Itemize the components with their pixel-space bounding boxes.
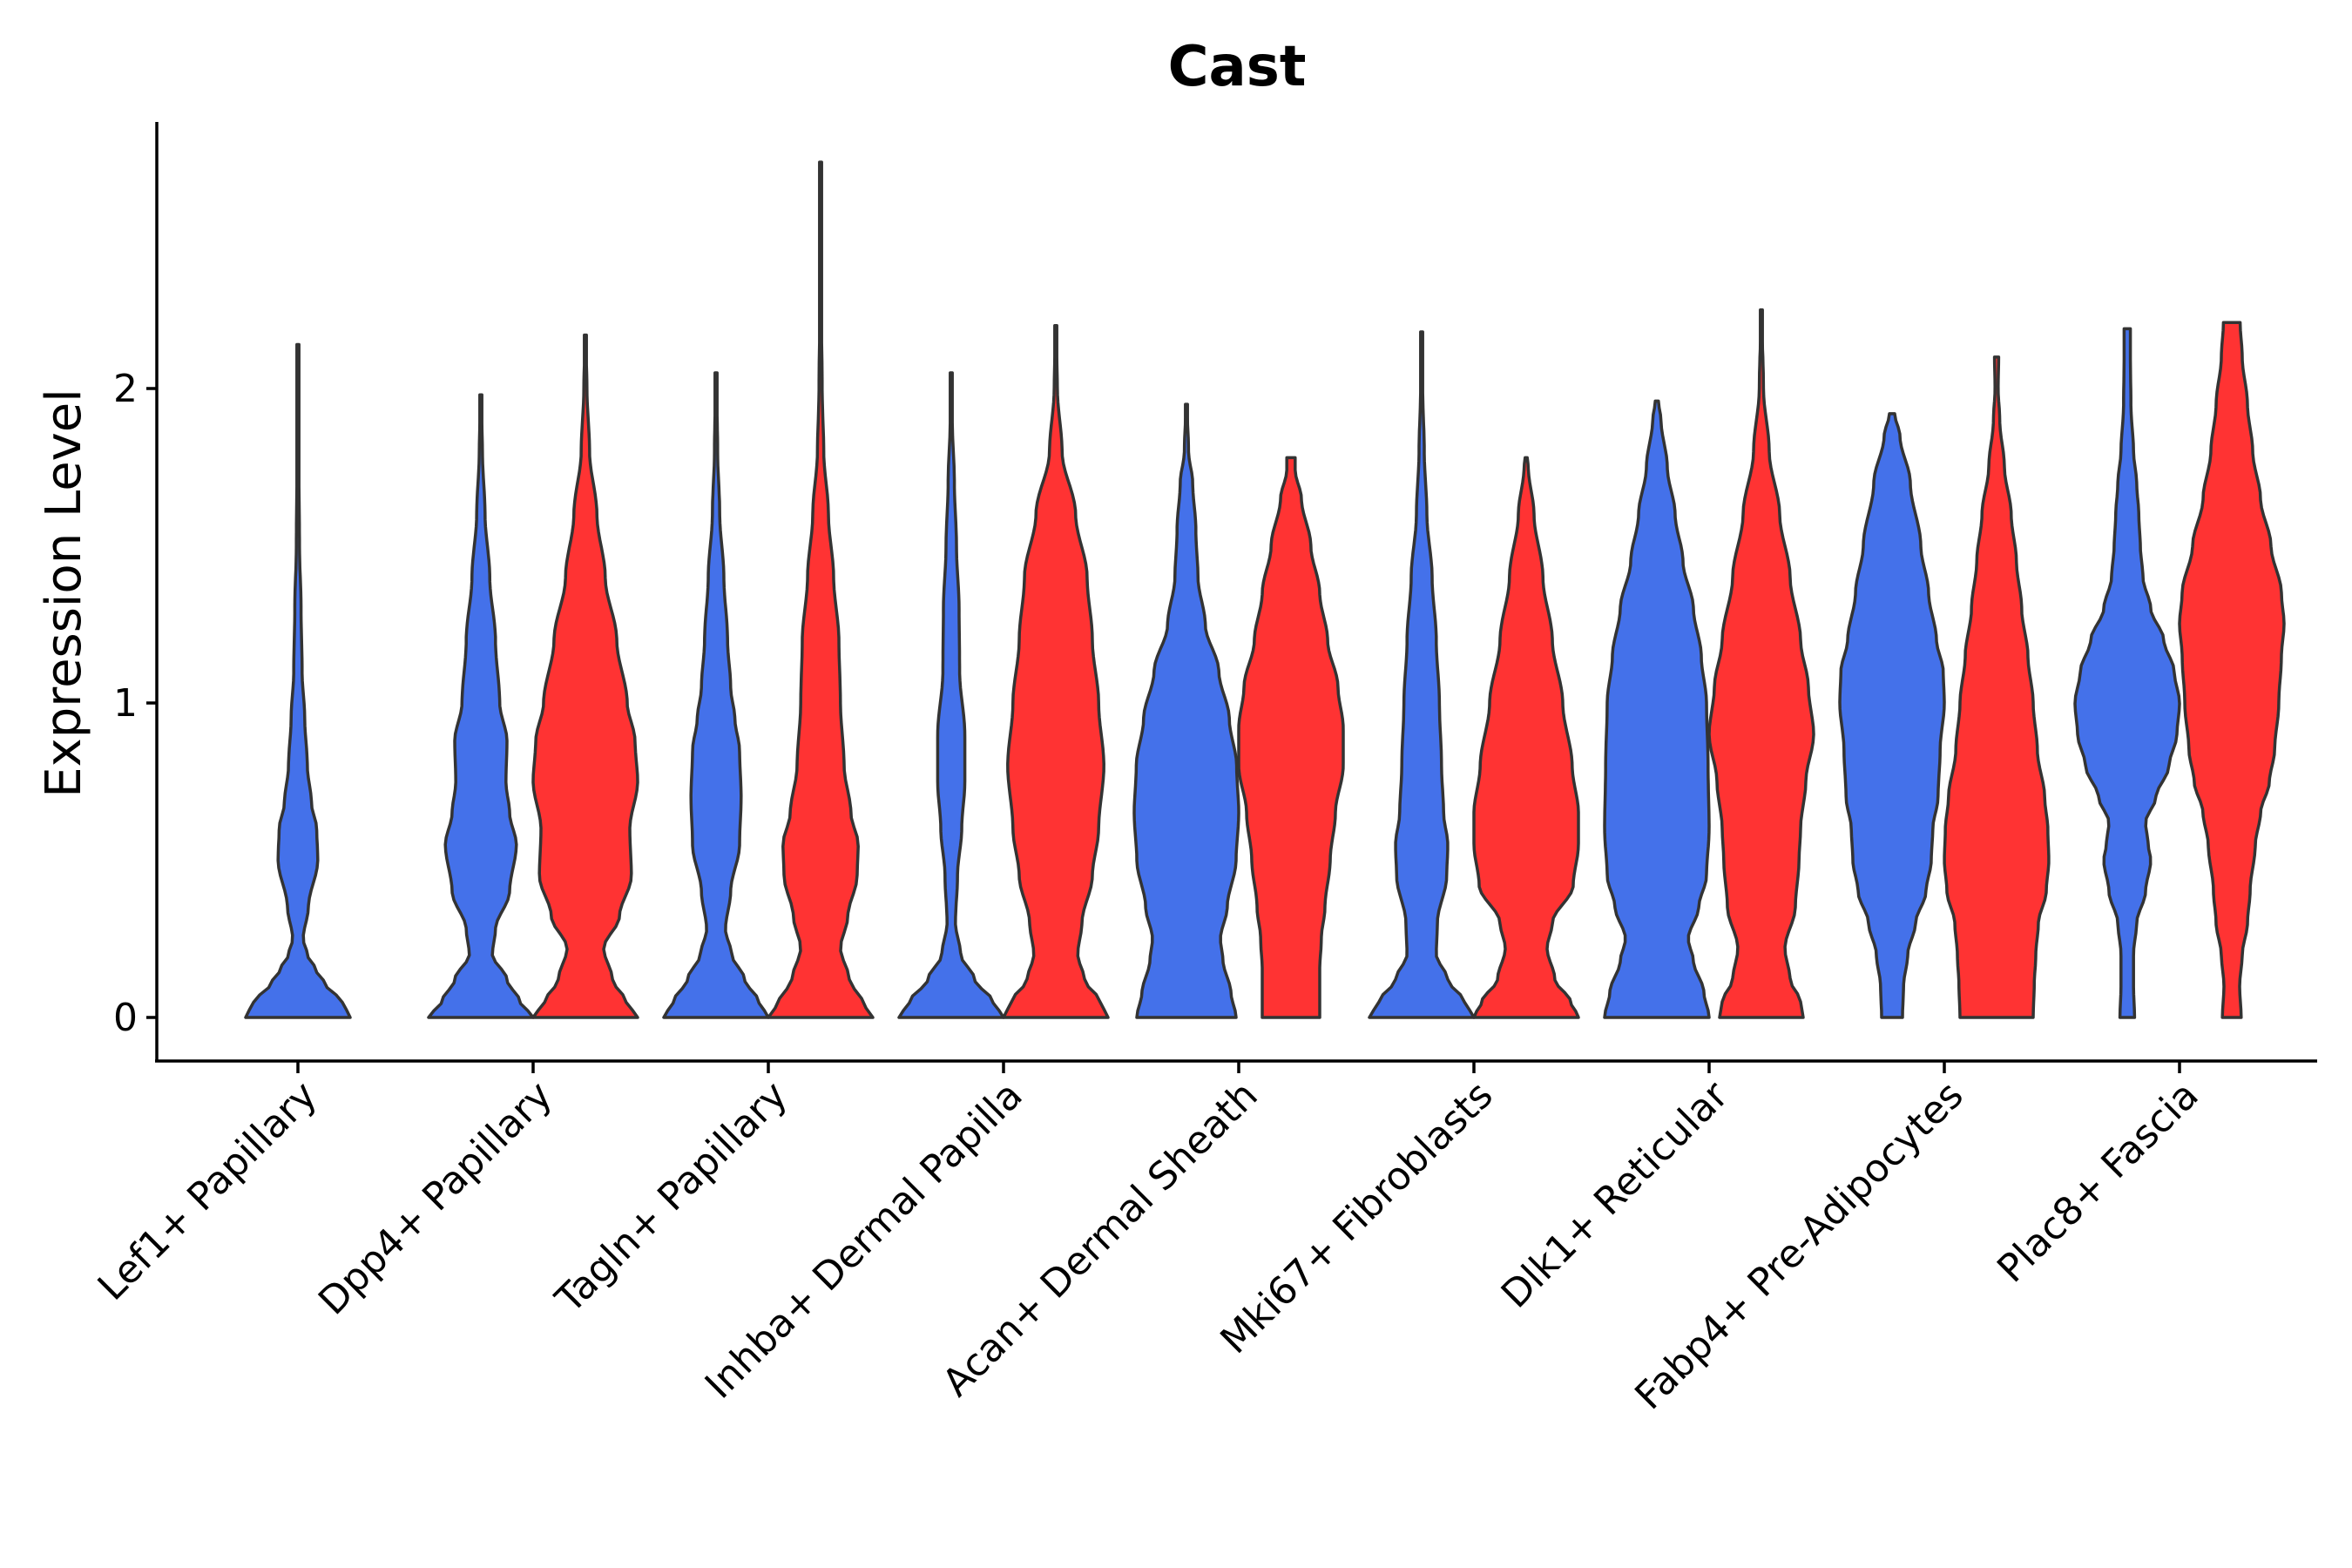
y-ticks: 0 1 2 xyxy=(113,367,157,1040)
violin-1-1 xyxy=(244,342,352,1019)
violin-2-2 xyxy=(531,333,639,1019)
violin-1-7 xyxy=(1603,399,1711,1019)
violin-1-5 xyxy=(1132,402,1240,1019)
violin-layer xyxy=(244,160,2286,1019)
violin-1-8 xyxy=(1838,412,1946,1019)
violin-1-3 xyxy=(662,371,770,1019)
violin-1-6 xyxy=(1368,330,1476,1019)
violin-1-4 xyxy=(897,371,1005,1019)
chart-title: Cast xyxy=(1168,35,1307,99)
violin-2-3 xyxy=(767,160,875,1019)
violin-2-6 xyxy=(1472,456,1580,1019)
y-tick-label: 2 xyxy=(113,367,138,411)
x-category-label: Tagln+ Papillary xyxy=(547,1073,796,1322)
violin-2-7 xyxy=(1707,308,1815,1019)
x-category-label: Plac8+ Fascia xyxy=(1989,1073,2207,1292)
violin-1-9 xyxy=(2073,327,2181,1019)
axes xyxy=(155,122,2317,1063)
y-tick-label: 0 xyxy=(113,996,138,1040)
violin-1-2 xyxy=(427,393,535,1019)
x-category-label: Lef1+ Papillary xyxy=(90,1073,326,1309)
y-tick-label: 1 xyxy=(113,681,138,726)
violin-2-4 xyxy=(1002,324,1110,1019)
violin-2-9 xyxy=(2178,321,2286,1019)
violin-2-5 xyxy=(1237,456,1345,1019)
x-category-label: Dpp4+ Papillary xyxy=(310,1073,561,1324)
x-category-label: Dlk1+ Reticular xyxy=(1493,1072,1738,1317)
violin-2-8 xyxy=(1943,355,2051,1019)
x-category-label: Mki67+ Fibroblasts xyxy=(1212,1073,1501,1362)
y-axis-label: Expression Level xyxy=(36,389,92,798)
